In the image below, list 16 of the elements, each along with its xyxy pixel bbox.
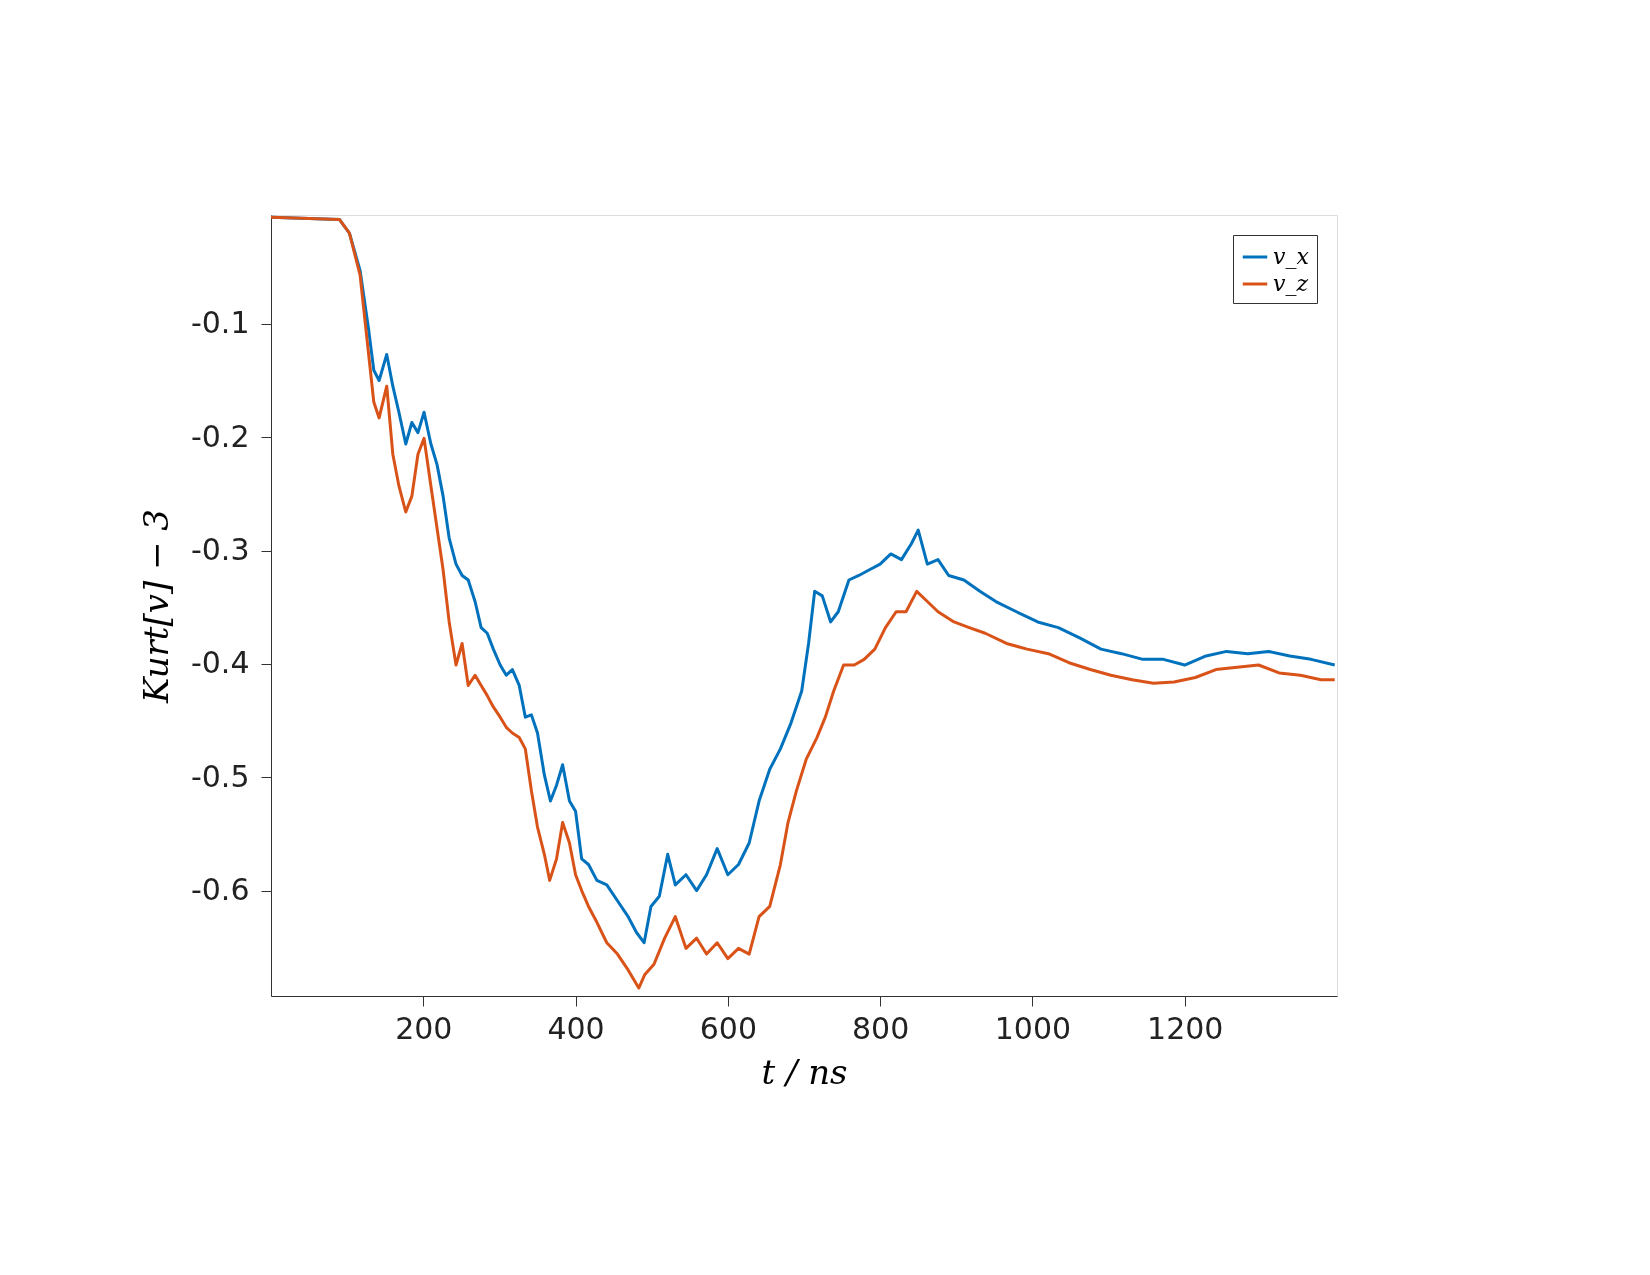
x-tick-label: 200 <box>395 1010 453 1046</box>
y-tick-label: -0.5 <box>190 758 250 794</box>
y-axis-title: Kurt[v] − 3 <box>135 509 176 704</box>
x-tick-label: 400 <box>547 1010 605 1046</box>
x-tick-label: 1000 <box>994 1010 1072 1046</box>
y-tick-label: -0.4 <box>190 645 250 681</box>
x-axis-title: t / ns <box>761 1051 848 1092</box>
y-tick-label: -0.2 <box>190 418 250 454</box>
legend-label: v_z <box>1273 271 1309 296</box>
y-tick-label: -0.1 <box>190 305 250 341</box>
x-tick-label: 1200 <box>1147 1010 1224 1046</box>
y-tick-label: -0.3 <box>190 532 250 568</box>
x-tick-label: 800 <box>852 1010 910 1046</box>
legend-label: v_x <box>1273 244 1310 269</box>
x-tick-label: 600 <box>699 1010 757 1046</box>
y-tick-label: -0.6 <box>190 872 250 908</box>
